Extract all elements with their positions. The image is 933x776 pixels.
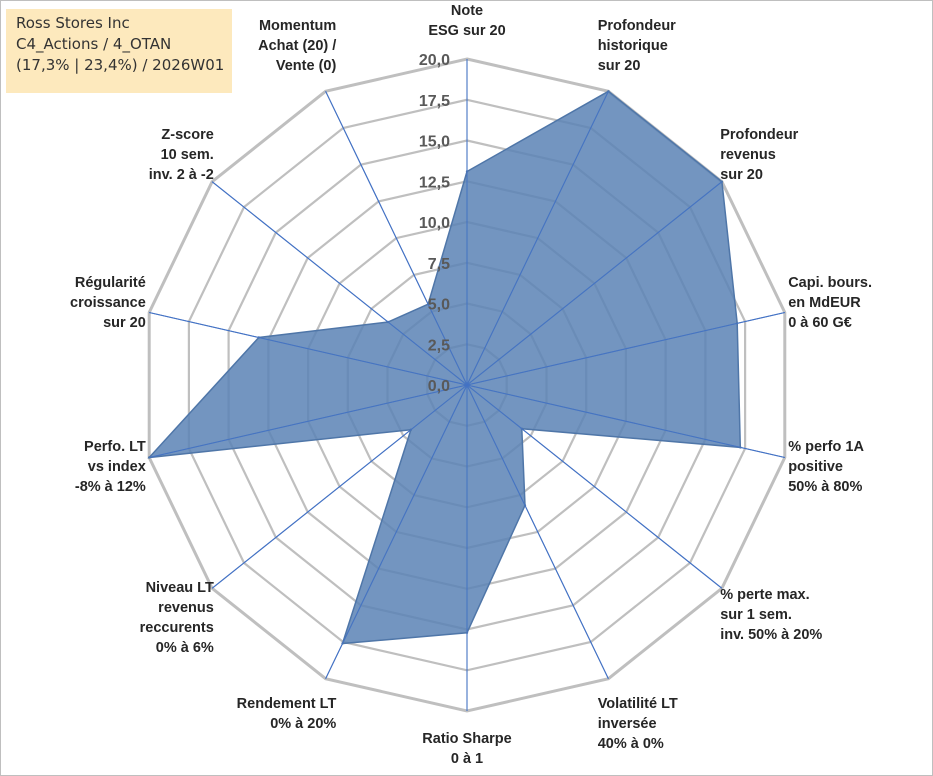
axis-label: Capi. bours. en MdEUR 0 à 60 G€	[788, 275, 872, 331]
axis-spoke-overlay	[325, 91, 468, 386]
axis-spoke-overlay	[325, 384, 468, 679]
tick-label: 12,5	[419, 174, 450, 191]
axis-label: Momentum Achat (20) / Vente (0)	[258, 18, 336, 74]
company-name: Ross Stores Inc	[16, 14, 130, 32]
axis-label: Profondeur revenus sur 20	[720, 127, 798, 183]
tick-label: 5,0	[428, 297, 450, 314]
axis-label: Rendement LT 0% à 20%	[237, 696, 337, 732]
stats-line: (17,3% | 23,4%) / 2026W01	[16, 56, 225, 74]
axis-spoke-overlay	[466, 384, 785, 458]
axis-spoke-overlay	[211, 384, 468, 589]
tick-label: 17,5	[419, 93, 450, 110]
axis-label: Profondeur historique sur 20	[598, 18, 676, 74]
axis-label: Perfo. LT vs index -8% à 12%	[75, 439, 146, 495]
tick-label: 20,0	[419, 52, 450, 69]
axis-spoke-overlay	[466, 384, 609, 679]
axis-label: Ratio Sharpe 0 à 1	[422, 731, 511, 767]
axis-spoke-overlay	[466, 312, 785, 386]
axis-label: Z-score 10 sem. inv. 2 à -2	[149, 127, 214, 183]
tick-label: 7,5	[428, 256, 450, 273]
axis-label: Note ESG sur 20	[428, 3, 505, 39]
axis-label: Volatilité LT inversée 40% à 0%	[598, 696, 678, 752]
axis-labels: Note ESG sur 20 Profondeur historique sur 20…	[70, 3, 872, 767]
axis-spoke-overlay	[149, 384, 468, 458]
portfolio-line: C4_Actions / 4_OTAN	[16, 35, 172, 53]
axis-label: % perfo 1A positive 50% à 80%	[788, 439, 864, 495]
axis-label: Niveau LT revenus reccurents 0% à 6%	[140, 580, 214, 656]
tick-label: 15,0	[419, 134, 450, 151]
radar-series	[147, 59, 785, 711]
radial-tick-labels: 0,0 2,5 5,0 7,5 10,0 12,5 15,0 17,5 20,0	[419, 52, 450, 395]
tick-label: 10,0	[419, 215, 450, 232]
axis-label: Régularité croissance sur 20	[70, 275, 146, 331]
tick-label: 2,5	[428, 337, 450, 354]
axis-spoke-overlay	[149, 312, 468, 386]
axis-spoke-overlay	[466, 181, 723, 386]
info-box: Ross Stores Inc C4_Actions / 4_OTAN (17,…	[6, 9, 232, 93]
tick-label: 0,0	[428, 378, 450, 395]
axis-label: % perte max. sur 1 sem. inv. 50% à 20%	[720, 587, 822, 643]
axis-spoke-overlay	[211, 181, 468, 386]
axis-spoke-overlay	[466, 384, 723, 589]
axis-spoke-overlay	[466, 91, 609, 386]
